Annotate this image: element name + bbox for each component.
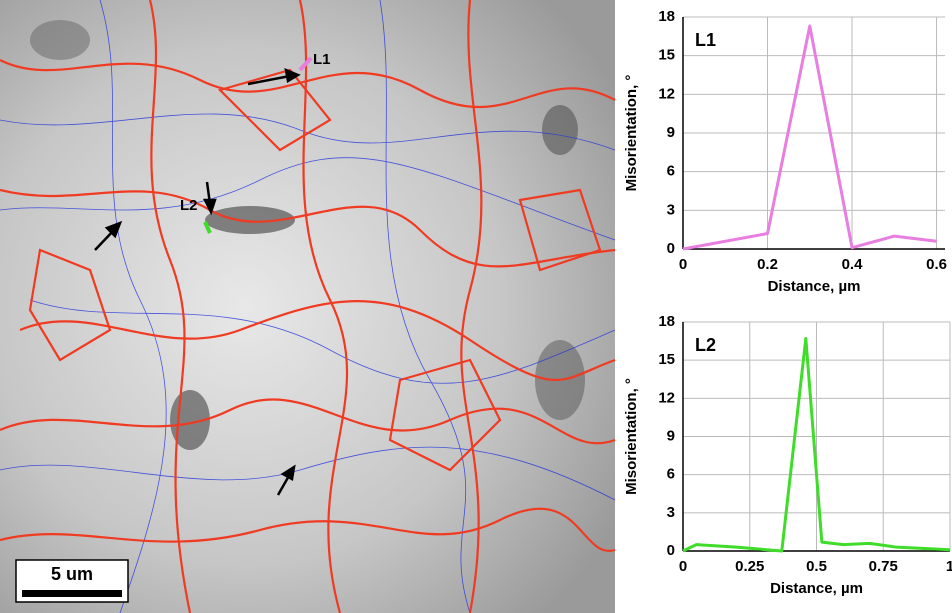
scale-bar-label: 5 um: [51, 564, 93, 584]
x-tick-label: 0.25: [735, 558, 764, 575]
x-axis-label: Distance, µm: [770, 580, 863, 597]
page: {"image": {"labels": ["L1", "L2"], "scal…: [0, 0, 952, 613]
x-tick-label: 0.75: [869, 558, 898, 575]
x-tick-label: 0: [679, 558, 687, 575]
line-label: L2: [180, 197, 198, 214]
micrograph: L1 L2 5 um: [0, 0, 615, 613]
figure: L1 L2 5 um 0 3 6 9 12 15 18 0 0.2 0.4 0.6 Distance,…: [0, 0, 952, 613]
y-tick-label: 0: [667, 240, 675, 257]
x-tick-label: 0.4: [842, 256, 864, 273]
y-tick-label: 18: [658, 8, 675, 25]
y-tick-label: 9: [667, 124, 675, 141]
x-tick-label: 0.2: [757, 256, 778, 273]
y-tick-label: 18: [658, 313, 675, 330]
chart-title: L1: [695, 30, 716, 50]
y-tick-label: 6: [667, 163, 675, 180]
y-tick-label: 12: [658, 389, 675, 406]
line-label: L1: [313, 51, 331, 68]
y-tick-label: 3: [667, 504, 675, 521]
x-tick-label: 0.5: [806, 558, 827, 575]
chart-title: L2: [695, 335, 716, 355]
x-tick-label: 0.6: [926, 256, 947, 273]
y-tick-label: 3: [667, 201, 675, 218]
y-tick-label: 6: [667, 466, 675, 483]
y-tick-label: 15: [658, 351, 675, 368]
x-axis-label: Distance, µm: [768, 278, 861, 295]
y-tick-label: 0: [667, 542, 675, 559]
y-axis-label: Misorientation, °: [623, 378, 640, 495]
y-tick-label: 15: [658, 47, 675, 64]
y-axis-label: Misorientation, °: [623, 75, 640, 192]
x-tick-label: 1: [946, 558, 952, 575]
y-tick-label: 12: [658, 85, 675, 102]
x-tick-label: 0: [679, 256, 687, 273]
y-tick-label: 9: [667, 427, 675, 444]
